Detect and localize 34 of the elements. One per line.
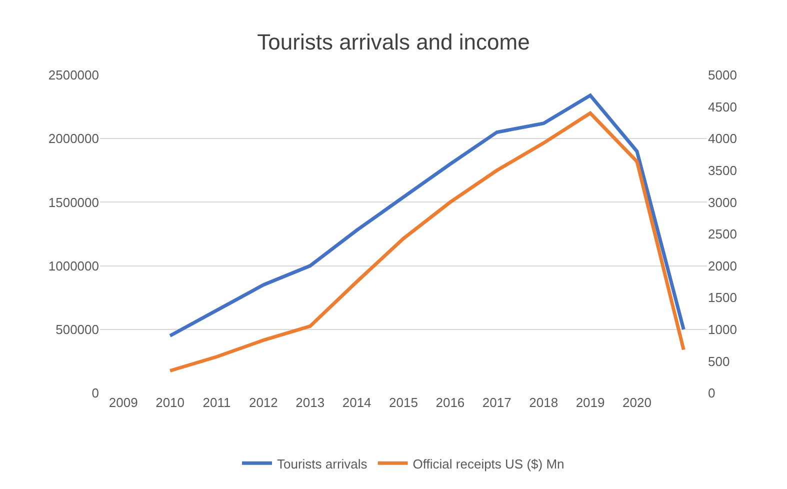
y2-tick-label: 1500 xyxy=(708,290,737,306)
x-tick-label: 2010 xyxy=(156,395,184,410)
y-tick-label: 500000 xyxy=(56,322,99,337)
line-series xyxy=(168,111,686,372)
y2-tick-label: 5000 xyxy=(708,68,737,83)
chart-title: Tourists arrivals and income xyxy=(257,30,530,55)
x-tick-label: 2015 xyxy=(389,395,418,410)
y-tick-label: 0 xyxy=(92,386,99,401)
y2-tick-label: 3000 xyxy=(708,194,737,210)
x-tick-label: 2018 xyxy=(529,395,558,410)
y2-tick-label: 0 xyxy=(708,386,716,401)
legend-label: Official receipts US ($) Mn xyxy=(412,456,564,472)
x-tick-label: 2017 xyxy=(482,395,512,410)
y2-tick-label: 2000 xyxy=(708,258,737,274)
x-tick-label: 2014 xyxy=(342,395,372,410)
y2-tick-label: 1000 xyxy=(708,322,737,337)
y2-tick-label: 4000 xyxy=(708,131,737,146)
x-tick-label: 2011 xyxy=(202,395,231,410)
x-tick-label: 2016 xyxy=(436,395,465,410)
y-tick-label: 2500000 xyxy=(48,68,99,83)
line-series xyxy=(168,94,686,338)
x-tick-label: 2020 xyxy=(622,395,652,410)
y-tick-label: 1500000 xyxy=(48,194,99,210)
legend-label: Tourists arrivals xyxy=(277,456,368,472)
y2-tick-label: 2500 xyxy=(708,226,737,242)
y-tick-label: 1000000 xyxy=(48,258,99,274)
y2-tick-label: 3500 xyxy=(708,162,737,178)
x-tick-label: 2019 xyxy=(576,395,605,410)
x-tick-label: 2013 xyxy=(296,395,325,410)
y2-tick-label: 500 xyxy=(708,354,730,369)
x-tick-label: 2009 xyxy=(108,395,138,410)
y-tick-label: 2000000 xyxy=(48,131,99,146)
y2-tick-label: 4500 xyxy=(708,99,737,114)
x-tick-label: 2012 xyxy=(248,395,278,410)
